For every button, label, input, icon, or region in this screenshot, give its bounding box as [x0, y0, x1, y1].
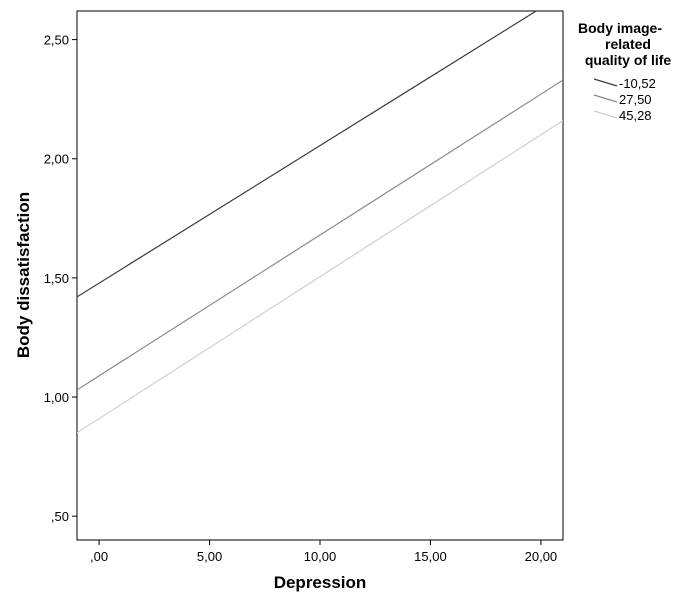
series-line-2 [77, 79, 563, 391]
y-tick-label: 2,00 [44, 152, 69, 167]
legend-label-1: -10,52 [619, 76, 656, 91]
series-line-3 [77, 120, 563, 434]
x-tick-label: 5,00 [197, 549, 222, 564]
legend-title-line-1: Body image- [578, 20, 662, 36]
legend-label-2: 27,50 [619, 92, 652, 107]
legend-swatch-3 [593, 110, 618, 119]
legend-swatch-1 [593, 78, 618, 87]
legend-title-line-2: related [605, 36, 651, 52]
x-axis: ,00 5,00 10,00 15,00 20,00 [90, 540, 557, 564]
legend-swatch-2 [593, 94, 618, 103]
x-axis-title: Depression [274, 573, 367, 592]
legend: Body image- related quality of life -10,… [578, 20, 671, 123]
y-tick-label: 1,50 [44, 271, 69, 286]
y-axis: ,50 1,00 1,50 2,00 2,50 [44, 33, 77, 524]
y-tick-label: 1,00 [44, 390, 69, 405]
x-tick-label: 20,00 [525, 549, 558, 564]
y-tick-label: ,50 [51, 509, 69, 524]
plot-area [76, 10, 564, 541]
y-tick-label: 2,50 [44, 33, 69, 48]
x-tick-label: 15,00 [414, 549, 447, 564]
series-layer [77, 11, 563, 434]
x-tick-label: 10,00 [304, 549, 337, 564]
legend-title-line-3: quality of life [585, 52, 672, 68]
series-line-1 [77, 11, 538, 298]
legend-label-3: 45,28 [619, 108, 652, 123]
x-tick-label: ,00 [90, 549, 108, 564]
y-axis-title: Body dissatisfaction [14, 192, 33, 358]
